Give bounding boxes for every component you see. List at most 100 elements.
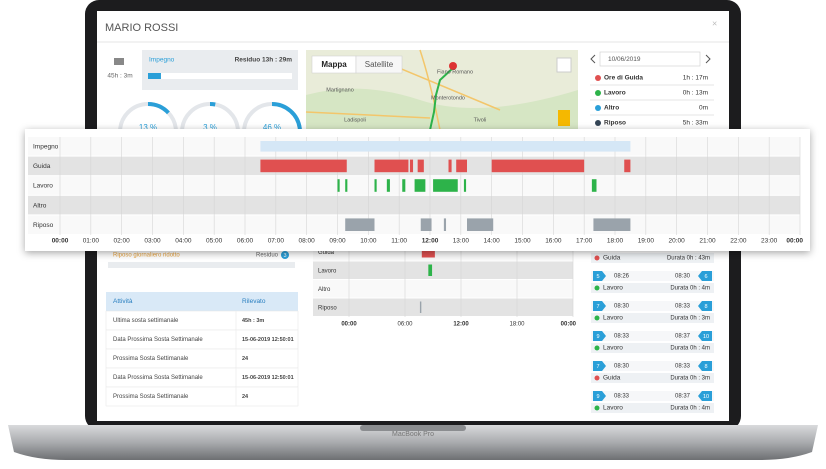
truck-icon bbox=[114, 58, 124, 65]
activity-segment bbox=[491, 159, 585, 173]
event-duration: Durata 0h : 4m bbox=[670, 286, 710, 292]
map-place: Fiano Romano bbox=[437, 69, 473, 75]
x-tick-label: 00:00 bbox=[561, 322, 577, 328]
activity-segment bbox=[463, 179, 467, 192]
x-tick-label: 18:00 bbox=[509, 322, 525, 328]
x-tick-label: 00:00 bbox=[52, 238, 69, 245]
map-place: Monterotondo bbox=[431, 95, 465, 101]
x-tick-label: 11:00 bbox=[391, 238, 407, 245]
x-tick-label: 12:00 bbox=[453, 322, 469, 328]
event-times bbox=[591, 271, 714, 281]
event-activity: Lavoro bbox=[603, 405, 623, 412]
impegno-card bbox=[142, 50, 298, 90]
table-header bbox=[106, 292, 298, 311]
to-time: 08:33 bbox=[675, 364, 691, 370]
to-id: 8 bbox=[704, 304, 707, 310]
event-duration: Durata 0h : 4m bbox=[670, 346, 710, 352]
activity-segment bbox=[374, 159, 409, 173]
from-time: 08:30 bbox=[614, 364, 630, 370]
row-label: Lavoro bbox=[318, 268, 337, 274]
event-activity: Lavoro bbox=[603, 315, 623, 322]
from-time: 08:30 bbox=[614, 304, 630, 310]
row-background bbox=[28, 195, 800, 215]
street-view[interactable] bbox=[558, 110, 570, 126]
day-item-value: 5h : 33m bbox=[683, 120, 708, 127]
to-badge bbox=[698, 391, 712, 401]
table-column-header: Attività bbox=[113, 298, 133, 305]
table-cell: Prossima Sosta Settimanale bbox=[113, 394, 189, 400]
from-badge bbox=[593, 331, 606, 341]
map-tab[interactable] bbox=[355, 55, 403, 74]
x-tick-label: 06:00 bbox=[397, 322, 413, 328]
x-tick-label: 18:00 bbox=[607, 238, 624, 245]
gauge-label: 13 % bbox=[139, 123, 157, 132]
row-label: Impegno bbox=[33, 144, 59, 151]
rest-bar bbox=[108, 262, 295, 268]
x-tick-label: 07:00 bbox=[268, 238, 285, 245]
event-activity: Lavoro bbox=[603, 345, 623, 352]
activity-icon bbox=[594, 255, 600, 261]
rest-badge: 3 bbox=[283, 253, 286, 259]
activity-segment bbox=[420, 218, 432, 231]
from-time: 08:26 bbox=[614, 274, 630, 280]
to-id: 6 bbox=[704, 274, 707, 280]
row-background bbox=[28, 156, 800, 176]
row-label: Riposo bbox=[33, 222, 54, 229]
total-hours: 45h : 3m bbox=[107, 73, 132, 80]
event-row bbox=[591, 283, 714, 293]
map-place: Martignano bbox=[326, 87, 354, 93]
next-day[interactable] bbox=[705, 54, 711, 64]
row-background bbox=[28, 176, 800, 195]
row-label: Riposo bbox=[318, 305, 337, 311]
activity-segment bbox=[337, 179, 340, 192]
event-row bbox=[591, 403, 714, 413]
activity-segment bbox=[345, 179, 348, 192]
activity-segment bbox=[591, 179, 597, 192]
activity-icon bbox=[595, 105, 601, 111]
row-label: Lavoro bbox=[33, 183, 53, 190]
from-badge bbox=[593, 391, 606, 401]
x-tick-label: 14:00 bbox=[484, 238, 501, 245]
gauge-label: 3 % bbox=[203, 123, 217, 132]
activity-segment bbox=[593, 218, 631, 231]
activity-segment bbox=[624, 159, 631, 173]
event-row bbox=[591, 373, 714, 383]
x-tick-label: 12:00 bbox=[422, 238, 439, 245]
rest-label: Riposo giornaliero ridotto bbox=[113, 253, 180, 259]
x-tick-label: 01:00 bbox=[83, 238, 100, 245]
to-badge bbox=[698, 361, 712, 371]
prev-day[interactable] bbox=[590, 54, 596, 64]
activity-segment bbox=[374, 179, 377, 192]
x-tick-label: 10:00 bbox=[360, 238, 377, 245]
event-times bbox=[591, 361, 714, 371]
activity-icon bbox=[595, 90, 601, 96]
activity-segment bbox=[409, 159, 414, 173]
event-activity: Lavoro bbox=[603, 285, 623, 292]
activity-segment bbox=[260, 141, 631, 152]
activity-segment bbox=[421, 246, 435, 258]
to-time: 08:30 bbox=[675, 274, 691, 280]
to-id: 8 bbox=[704, 364, 707, 370]
activity-icon bbox=[594, 315, 600, 321]
residuo-label: Residuo 13h : 29m bbox=[235, 57, 293, 64]
close-icon[interactable]: × bbox=[712, 18, 717, 28]
from-badge bbox=[593, 271, 606, 281]
map-pin bbox=[449, 62, 457, 70]
event-row bbox=[591, 343, 714, 353]
to-badge bbox=[698, 271, 712, 281]
x-tick-label: 00:00 bbox=[786, 238, 803, 245]
activity-segment bbox=[402, 179, 406, 192]
rest-residuo: Residuo bbox=[256, 253, 279, 259]
map-route bbox=[429, 67, 454, 131]
impegno-label: Impegno bbox=[149, 57, 175, 64]
x-tick-label: 00:00 bbox=[341, 322, 357, 328]
row-background bbox=[28, 215, 800, 234]
activity-icon bbox=[594, 345, 600, 351]
table-cell: Ultima sosta settimanale bbox=[113, 318, 179, 324]
to-time: 08:33 bbox=[675, 304, 691, 310]
event-duration: Durata 0h : 43m bbox=[667, 256, 710, 262]
fullscreen-button[interactable] bbox=[556, 57, 572, 73]
date-input[interactable] bbox=[599, 51, 701, 67]
activity-icon bbox=[594, 285, 600, 291]
